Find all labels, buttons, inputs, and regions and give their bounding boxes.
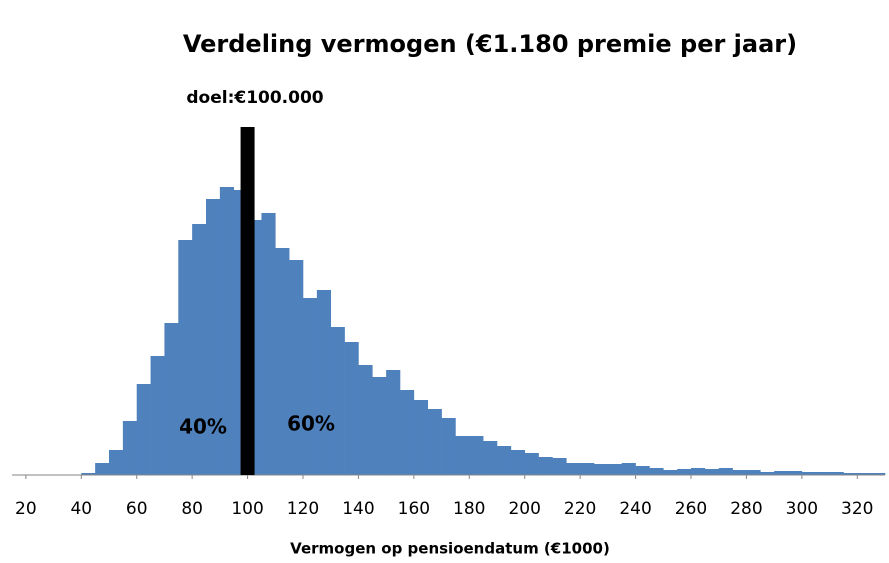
- bar: [81, 473, 96, 475]
- bar: [344, 342, 359, 475]
- bar: [566, 463, 581, 475]
- bar: [649, 468, 664, 475]
- bar: [843, 473, 858, 475]
- bar: [691, 468, 706, 475]
- bar: [150, 356, 165, 475]
- bar: [607, 464, 623, 475]
- x-tick-label: 120: [287, 499, 319, 519]
- bar: [358, 365, 373, 475]
- x-tick-label: 40: [70, 499, 92, 519]
- annotation: 60%: [287, 412, 335, 436]
- bar: [774, 471, 789, 475]
- bar: [441, 418, 456, 475]
- bar: [704, 469, 720, 475]
- bar: [192, 224, 207, 475]
- x-tick-label: 280: [730, 499, 762, 519]
- bar: [788, 471, 803, 475]
- bar: [386, 370, 401, 475]
- x-tick-label: 60: [126, 499, 148, 519]
- bar: [552, 458, 567, 475]
- x-tick-label: 260: [675, 499, 707, 519]
- x-tick-label: 200: [508, 499, 540, 519]
- bar: [206, 199, 221, 475]
- bar: [857, 473, 872, 475]
- bar: [136, 384, 151, 475]
- x-tick-label: 100: [231, 499, 263, 519]
- bar: [663, 470, 678, 475]
- x-tick-label: 20: [15, 499, 37, 519]
- bar: [303, 298, 318, 475]
- bar: [427, 409, 442, 475]
- bar: [594, 464, 609, 475]
- bar: [95, 463, 110, 475]
- bar: [275, 248, 290, 475]
- bar: [400, 390, 415, 475]
- target-line: [240, 127, 255, 475]
- bar: [178, 240, 193, 475]
- bar: [510, 450, 526, 475]
- bar: [469, 436, 484, 475]
- bar: [732, 470, 747, 475]
- x-axis-label: Vermogen op pensioendatum (€1000): [290, 540, 610, 558]
- bar: [289, 260, 304, 475]
- x-tick-label: 220: [564, 499, 596, 519]
- bar: [372, 377, 387, 475]
- bar: [635, 466, 650, 475]
- bar: [109, 450, 124, 475]
- bar: [413, 400, 429, 475]
- bar: [718, 468, 733, 475]
- chart-title: Verdeling vermogen (€1.180 premie per ja…: [183, 30, 797, 58]
- bar: [122, 421, 138, 475]
- x-tick-label: 80: [181, 499, 203, 519]
- bar: [164, 323, 179, 475]
- bar: [316, 290, 332, 475]
- bar: [815, 472, 830, 475]
- bar: [538, 457, 553, 475]
- bar: [746, 470, 761, 475]
- bar: [524, 453, 539, 475]
- x-tick-label: 320: [841, 499, 873, 519]
- x-tick-label: 140: [342, 499, 374, 519]
- bar: [580, 463, 595, 475]
- bar: [677, 469, 692, 475]
- bar: [219, 187, 235, 475]
- x-tick-label: 300: [786, 499, 818, 519]
- bar: [621, 463, 636, 475]
- bar: [261, 213, 276, 475]
- bar: [497, 446, 512, 475]
- bar: [801, 472, 817, 475]
- annotation: 40%: [179, 415, 227, 439]
- bar: [455, 436, 470, 475]
- bar: [871, 473, 886, 475]
- bar: [483, 441, 498, 475]
- x-tick-label: 180: [453, 499, 485, 519]
- x-tick-label: 240: [619, 499, 651, 519]
- bar: [760, 472, 775, 475]
- x-tick-label: 160: [398, 499, 430, 519]
- bar: [330, 327, 345, 475]
- target-label: doel:€100.000: [186, 88, 323, 108]
- bar: [829, 472, 844, 475]
